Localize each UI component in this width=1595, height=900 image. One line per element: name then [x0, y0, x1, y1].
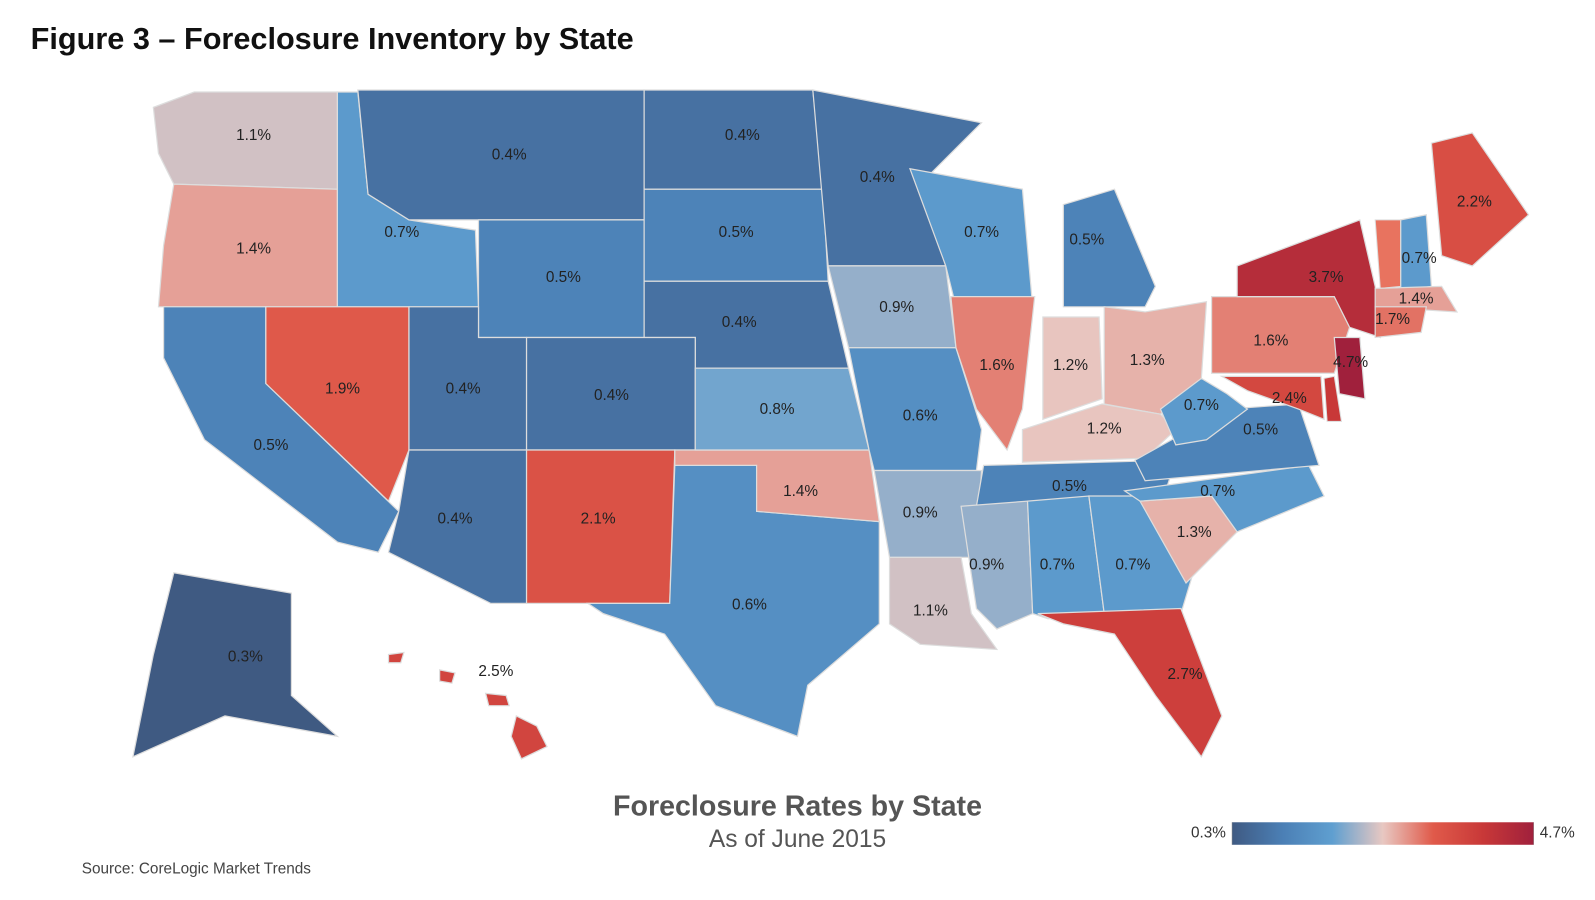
- state: [1037, 607, 1223, 758]
- value-label: 0.9%: [969, 557, 1004, 574]
- value-label: 2.5%: [478, 663, 513, 680]
- state: [1159, 377, 1249, 446]
- value-label: 0.4%: [725, 127, 760, 144]
- value-label: 0.6%: [732, 597, 767, 614]
- value-label: 0.5%: [546, 269, 581, 286]
- state: [132, 572, 340, 758]
- value-label: 0.4%: [594, 387, 629, 404]
- value-label: 0.4%: [492, 147, 527, 164]
- state-shape: [1323, 375, 1343, 422]
- value-label: 1.4%: [236, 241, 271, 258]
- value-label: 0.5%: [1069, 231, 1104, 248]
- value-label: 1.1%: [913, 603, 948, 620]
- value-label: 3.7%: [1309, 269, 1344, 286]
- value-label: 0.5%: [253, 437, 288, 454]
- value-label: 0.7%: [1402, 250, 1437, 267]
- state: [1042, 316, 1103, 421]
- value-label: 0.4%: [446, 381, 481, 398]
- value-label: 0.4%: [860, 169, 895, 186]
- value-label: 0.7%: [384, 224, 419, 241]
- value-label: 1.3%: [1130, 352, 1165, 369]
- state: [1236, 219, 1381, 339]
- state: [1374, 285, 1459, 313]
- value-label: 0.7%: [1040, 557, 1075, 574]
- value-label: 0.9%: [903, 504, 938, 521]
- value-label: 1.1%: [236, 127, 271, 144]
- value-label: 1.7%: [1375, 311, 1410, 328]
- value-label: 0.7%: [1184, 397, 1219, 414]
- value-label: 0.7%: [1115, 557, 1150, 574]
- colorbar-label: 0.3%: [1191, 825, 1226, 842]
- subtitle: Foreclosure Rates by State: [613, 791, 982, 823]
- value-label: 0.4%: [722, 314, 757, 331]
- state: [1430, 132, 1530, 267]
- value-label: 0.6%: [903, 407, 938, 424]
- state: [1333, 336, 1366, 400]
- value-label: 1.2%: [1087, 421, 1122, 438]
- value-label: 0.5%: [719, 224, 754, 241]
- value-label: 1.2%: [1053, 357, 1088, 374]
- value-label: 0.7%: [964, 224, 999, 241]
- colorbar: [1232, 822, 1534, 845]
- value-label: 1.6%: [1253, 333, 1288, 350]
- value-label: 1.3%: [1177, 524, 1212, 541]
- state: [1374, 306, 1428, 339]
- value-label: 4.7%: [1333, 354, 1368, 371]
- value-label: 0.9%: [879, 299, 914, 316]
- state: [950, 295, 1036, 452]
- value-label: 1.6%: [979, 357, 1014, 374]
- state: [888, 556, 999, 651]
- value-label: 2.4%: [1272, 390, 1307, 407]
- date-note: As of June 2015: [709, 826, 886, 853]
- state: [1062, 188, 1157, 308]
- value-label: 0.7%: [1200, 483, 1235, 500]
- value-label: 2.7%: [1168, 666, 1203, 683]
- value-label: 0.3%: [228, 649, 263, 666]
- value-label: 1.4%: [783, 483, 818, 500]
- value-label: 1.9%: [325, 381, 360, 398]
- value-label: 0.5%: [1052, 478, 1087, 495]
- state: [265, 306, 410, 503]
- value-label: 2.1%: [581, 511, 616, 528]
- state: [1219, 375, 1325, 421]
- state: [387, 651, 548, 760]
- state-shape: [1374, 219, 1402, 289]
- value-label: 0.8%: [760, 401, 795, 418]
- title: Figure 3 – Foreclosure Inventory by Stat…: [31, 22, 634, 56]
- value-label: 2.2%: [1457, 194, 1492, 211]
- colorbar-label: 4.7%: [1540, 825, 1575, 842]
- value-label: 0.5%: [1243, 422, 1278, 439]
- source: Source: CoreLogic Market Trends: [82, 860, 311, 877]
- value-label: 0.4%: [438, 511, 473, 528]
- state: [960, 500, 1034, 630]
- value-label: 1.4%: [1399, 291, 1434, 308]
